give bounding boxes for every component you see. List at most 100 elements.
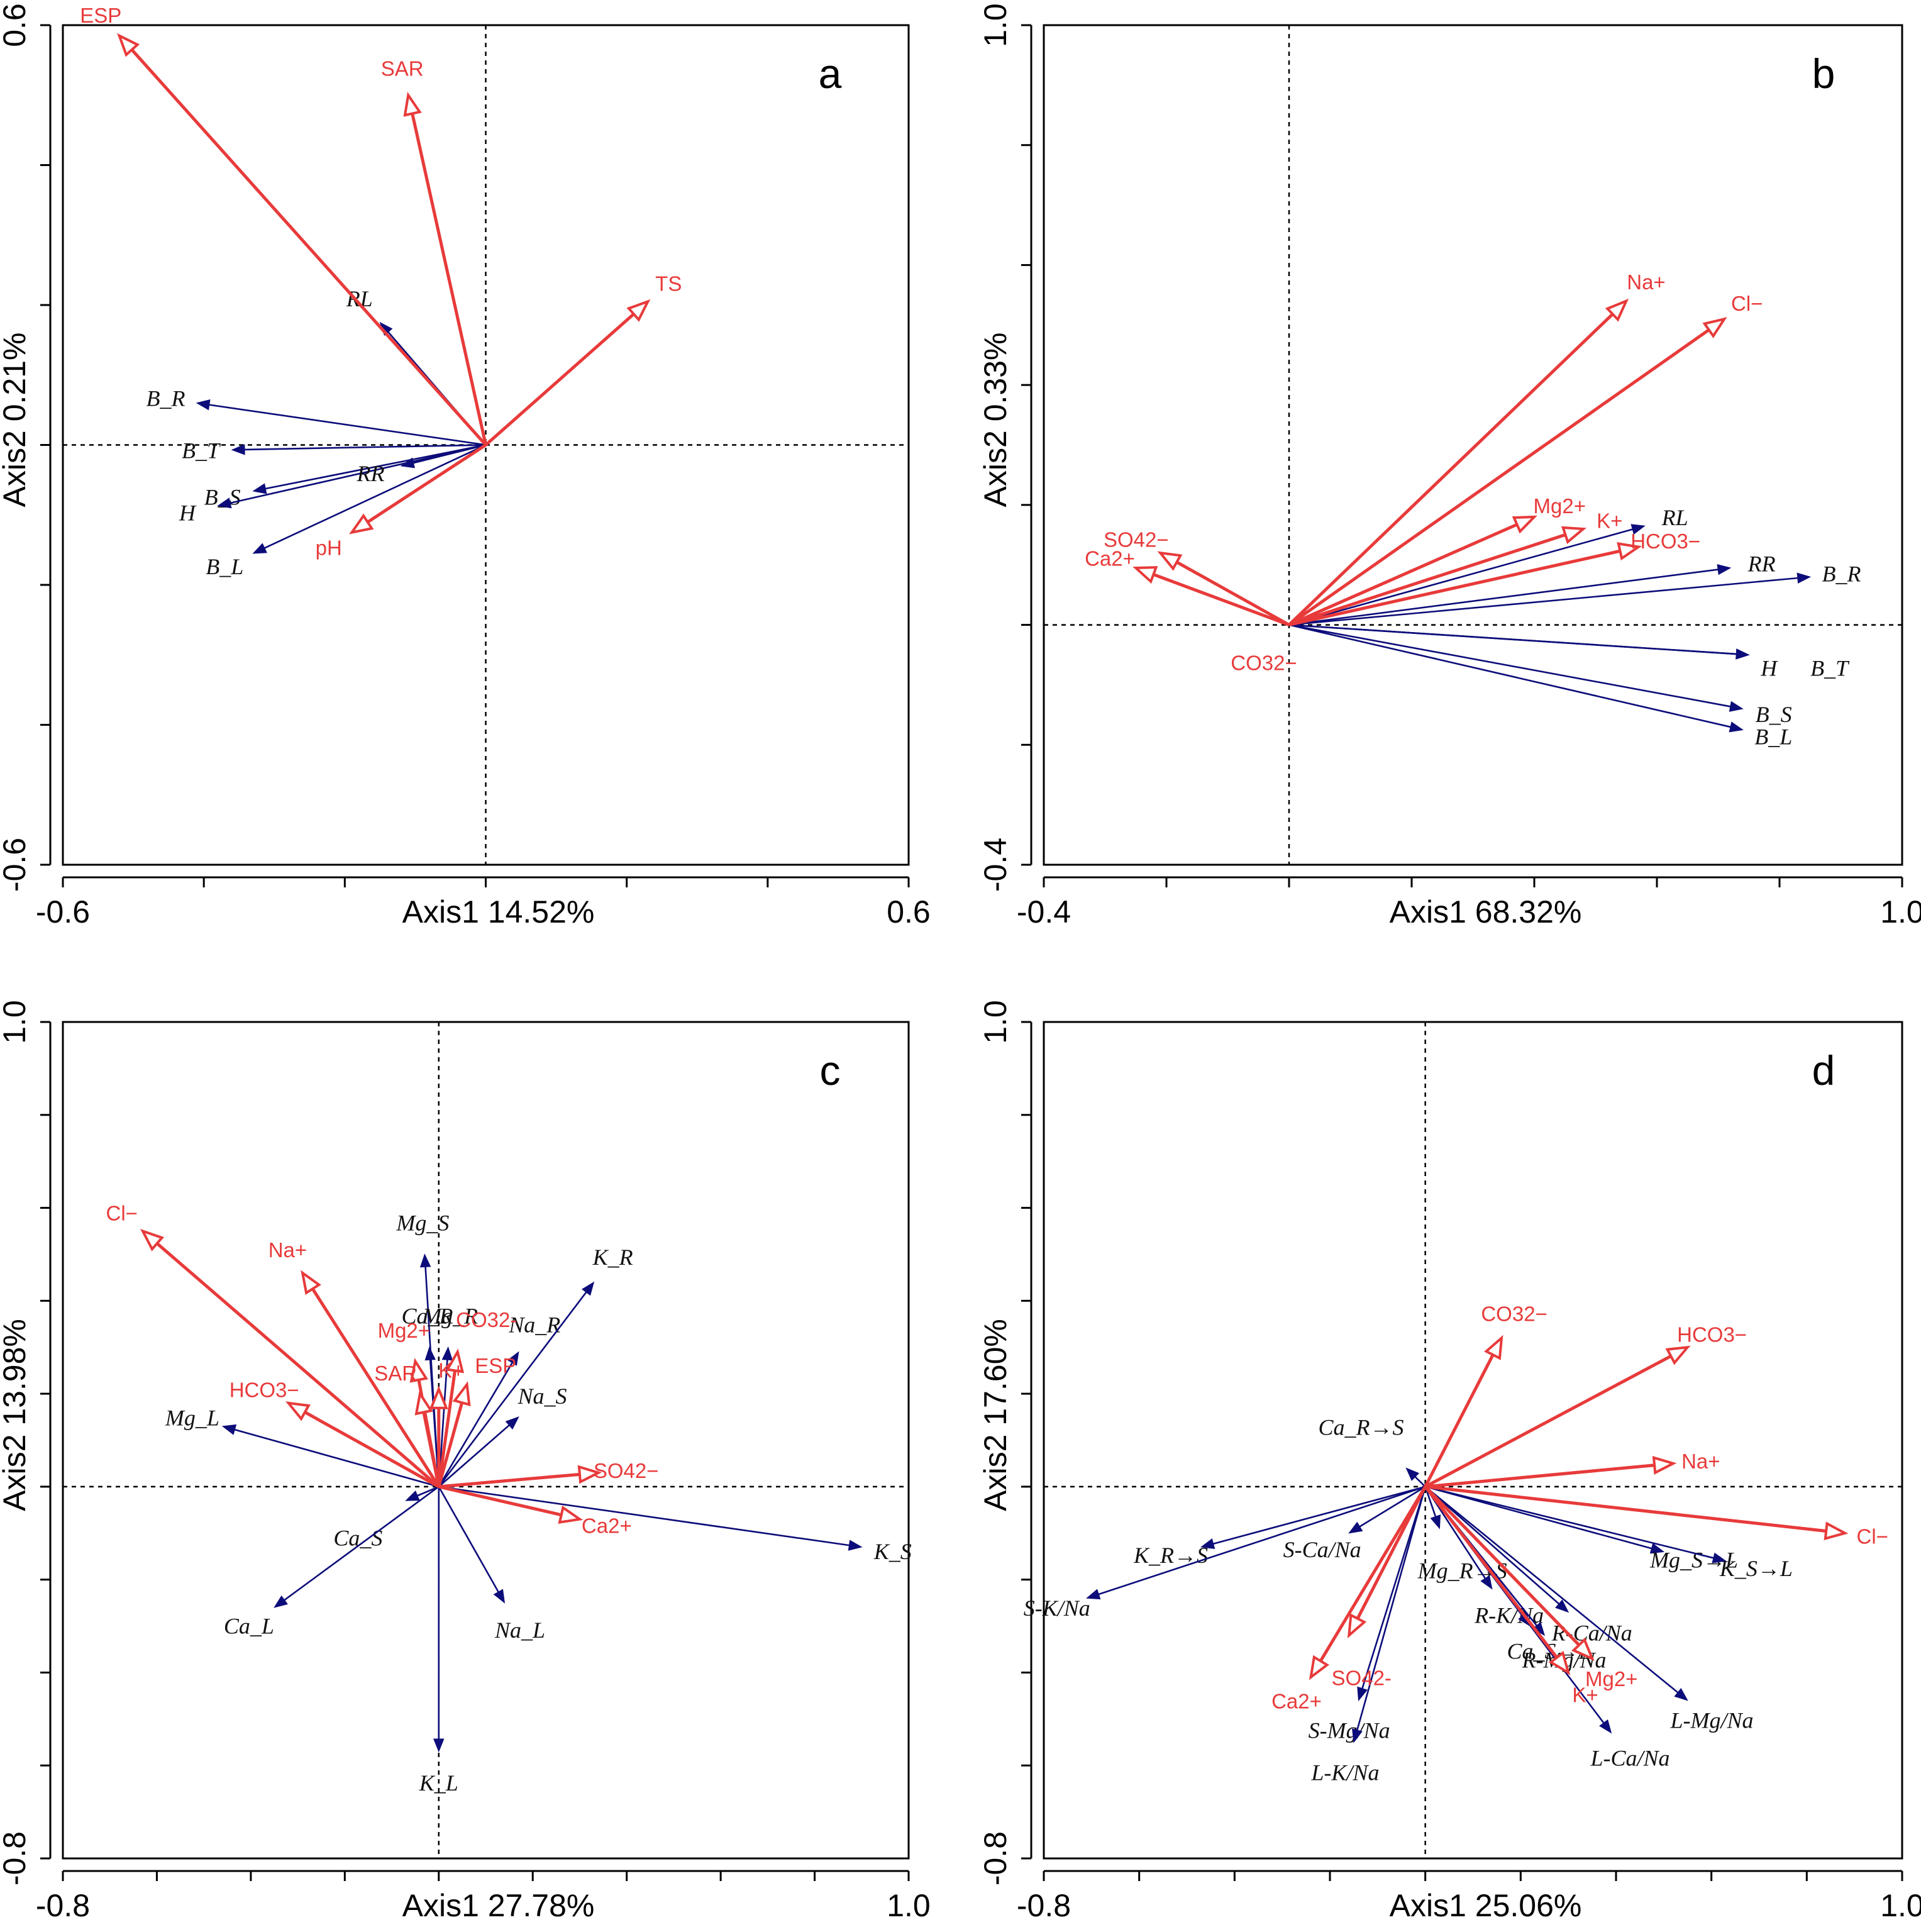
response-vector: K_L bbox=[419, 1486, 458, 1796]
vector-label: H bbox=[1760, 656, 1778, 681]
vector-line bbox=[438, 1424, 510, 1487]
x-tick-label: 1.0 bbox=[1880, 1888, 1921, 1923]
x-tick-label: -0.6 bbox=[36, 894, 90, 930]
vector-label: ESP bbox=[80, 4, 121, 27]
vector-label: SO42− bbox=[594, 1459, 659, 1482]
vector-line bbox=[1424, 1485, 1580, 1646]
response-vector: S-K/Na bbox=[1024, 1485, 1426, 1621]
response-vectors: Ca_R→SK_R→SS-K/NaS-Ca/NaMg_R→SR-K/NaCa_S… bbox=[1024, 1414, 1793, 1785]
explanatory-vector: Mg2+ bbox=[1424, 1485, 1637, 1690]
vector-label: B_T bbox=[182, 438, 221, 463]
explanatory-vector: CO32− bbox=[1231, 652, 1297, 675]
vector-label: Ca_R→S bbox=[1319, 1414, 1404, 1440]
vector-label: ESP bbox=[475, 1354, 516, 1377]
explanatory-vector: Na+ bbox=[268, 1238, 440, 1488]
response-vector: Ca_L bbox=[224, 1485, 440, 1639]
vector-label: HCO3− bbox=[1677, 1323, 1747, 1346]
vector-line bbox=[1424, 1486, 1437, 1517]
vector-label: S-K/Na bbox=[1024, 1596, 1090, 1621]
vector-line bbox=[438, 1472, 580, 1489]
vector-line bbox=[1288, 313, 1614, 626]
vector-label: Mg_S bbox=[396, 1211, 449, 1236]
explanatory-vector: Ca2+ bbox=[1085, 547, 1290, 626]
vector-label: B_R bbox=[146, 386, 185, 411]
vector-line bbox=[1424, 1355, 1672, 1489]
response-vector: Ca_S bbox=[333, 1485, 440, 1551]
vector-label: Ca2+ bbox=[1271, 1690, 1322, 1713]
explanatory-vector: ESP bbox=[80, 4, 487, 447]
response-vector: RR bbox=[356, 444, 486, 486]
vector-line bbox=[265, 444, 486, 490]
vector-line bbox=[438, 1485, 850, 1546]
panel-d: -0.8 1.0 1.0 -0.8 Axis1 25.06% Axis2 17.60% d C… bbox=[978, 1000, 1921, 1923]
panel-letter: a bbox=[819, 50, 842, 97]
explanatory-vector: CO32− bbox=[1424, 1302, 1547, 1488]
arrowhead-open bbox=[1548, 1650, 1571, 1675]
explanatory-vector: K+ bbox=[1288, 509, 1622, 626]
arrowhead-open bbox=[1702, 317, 1727, 338]
arrowhead-open bbox=[1605, 298, 1629, 322]
response-vector: Ca_R→S bbox=[1319, 1414, 1426, 1487]
arrowhead-open bbox=[626, 299, 651, 322]
response-vector: L-K/Na bbox=[1310, 1486, 1426, 1785]
vector-label: K_R bbox=[592, 1245, 633, 1270]
arrowhead-filled bbox=[1796, 572, 1812, 584]
vector-label: Cl− bbox=[1731, 292, 1763, 315]
explanatory-vector: Ca2+ bbox=[438, 1485, 632, 1538]
arrowhead-filled bbox=[196, 399, 211, 411]
response-vector: L-Ca/Na bbox=[1424, 1486, 1670, 1770]
arrowhead-open bbox=[1824, 1521, 1849, 1541]
vector-line bbox=[1288, 523, 1518, 626]
x-axis-title: Axis1 68.32% bbox=[1390, 894, 1582, 930]
vector-label: SAR bbox=[374, 1362, 417, 1385]
vector-line bbox=[244, 444, 486, 451]
vector-label: RR bbox=[1747, 552, 1776, 577]
explanatory-vectors: Cl− Na+ CO32- Mg2+ SAR K+ ESP HCO3− SO42− Ca2+ bbox=[106, 1202, 659, 1538]
vector-line bbox=[1356, 1486, 1426, 1731]
response-vector: K_S bbox=[438, 1485, 912, 1564]
arrowhead-filled bbox=[1352, 1728, 1363, 1743]
vector-label: Mg2+ bbox=[1585, 1667, 1637, 1690]
vector-label: SO42− bbox=[1104, 528, 1169, 552]
vector-line bbox=[209, 404, 486, 446]
arrowhead-open bbox=[1347, 1613, 1367, 1639]
y-tick-label: 1.0 bbox=[0, 1000, 32, 1044]
x-tick-label: 0.6 bbox=[887, 894, 931, 930]
explanatory-vector: Cl− bbox=[106, 1202, 440, 1488]
arrowhead-filled bbox=[441, 1346, 453, 1361]
explanatory-vector: Cl− bbox=[1425, 1485, 1888, 1548]
x-tick-label: 1.0 bbox=[887, 1888, 931, 1923]
vector-label: Ca_L bbox=[224, 1614, 274, 1639]
explanatory-vectors: ESP SAR TS pH bbox=[80, 4, 682, 560]
y-tick-label: 0.6 bbox=[0, 3, 32, 47]
arrowhead-open bbox=[1132, 566, 1158, 584]
vector-line bbox=[422, 1412, 441, 1487]
arrowhead-open bbox=[140, 1228, 165, 1252]
vector-line bbox=[130, 48, 487, 447]
panel-letter: d bbox=[1812, 1047, 1835, 1094]
vector-label: SO42- bbox=[1332, 1666, 1392, 1689]
vector-label: CO32− bbox=[1481, 1302, 1547, 1325]
arrowhead-filled bbox=[231, 444, 245, 455]
response-vector: B_L bbox=[206, 444, 487, 579]
arrowhead-filled bbox=[582, 1281, 595, 1296]
vector-label: RR bbox=[356, 461, 384, 486]
arrowhead-filled bbox=[274, 1595, 288, 1608]
explanatory-vectors: Na+ Cl− Mg2+ K+ HCO3− SO42−Ca2+ CO32− bbox=[1085, 270, 1763, 674]
vector-line bbox=[1356, 1485, 1427, 1619]
y-axis-title: Axis2 0.33% bbox=[978, 333, 1013, 508]
arrowhead-filled bbox=[1348, 1521, 1363, 1534]
response-vector: B_T bbox=[182, 438, 486, 463]
arrowhead-filled bbox=[1729, 721, 1744, 733]
explanatory-vector: K+ bbox=[429, 1359, 464, 1487]
arrowhead-filled bbox=[424, 1346, 436, 1361]
vector-line bbox=[438, 1291, 587, 1487]
vector-line bbox=[1288, 533, 1566, 626]
response-vector: B_T bbox=[1288, 624, 1850, 681]
arrowhead-open bbox=[1571, 1637, 1595, 1662]
vector-label: K+ bbox=[438, 1359, 464, 1382]
vector-line bbox=[438, 1485, 562, 1517]
arrowhead-filled bbox=[1200, 1538, 1215, 1550]
response-vector: Mg_S bbox=[396, 1211, 449, 1487]
